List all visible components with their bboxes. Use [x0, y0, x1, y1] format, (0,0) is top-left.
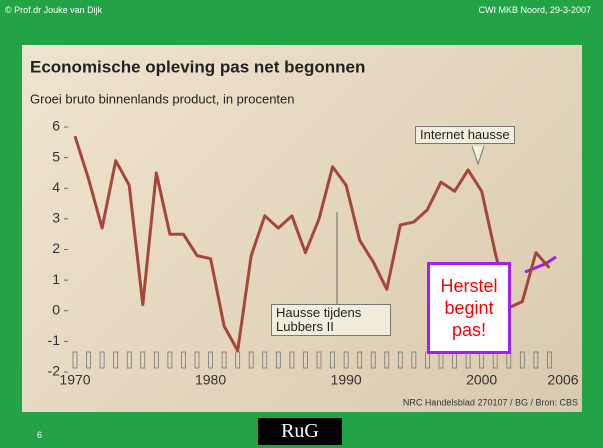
y-tick-label: 2	[52, 240, 60, 256]
annotation-callout: Herstel begint pas!	[427, 262, 511, 354]
x-tick	[290, 352, 294, 368]
x-tick	[439, 352, 443, 368]
x-tick	[358, 352, 362, 368]
x-tick	[114, 352, 118, 368]
x-tick	[303, 352, 307, 368]
y-tick-label: -1	[48, 332, 61, 348]
x-tick	[249, 352, 253, 368]
x-tick	[547, 352, 551, 368]
x-tick	[87, 352, 91, 368]
annotation: Internet hausse	[415, 126, 515, 144]
x-tick	[425, 352, 429, 368]
annotation: Hausse tijdens Lubbers II	[271, 304, 391, 336]
x-tick-label: 1970	[59, 372, 90, 388]
x-tick	[73, 352, 77, 368]
x-tick	[371, 352, 375, 368]
x-tick	[331, 352, 335, 368]
y-tick-label: 3	[52, 210, 60, 226]
x-tick	[385, 352, 389, 368]
x-tick	[412, 352, 416, 368]
x-tick	[507, 352, 511, 368]
x-tick	[222, 352, 226, 368]
x-tick	[276, 352, 280, 368]
y-tick-label: -2	[48, 363, 61, 379]
x-tick	[493, 352, 497, 368]
y-tick-label: 5	[52, 148, 60, 164]
x-tick-label: 2000	[466, 372, 497, 388]
y-tick-label: 1	[52, 271, 60, 287]
x-tick	[181, 352, 185, 368]
x-tick-label: 1990	[331, 372, 362, 388]
x-tick	[209, 352, 213, 368]
x-tick-label: 2006	[547, 372, 578, 388]
x-tick-label: 1980	[195, 372, 226, 388]
x-tick	[520, 352, 524, 368]
x-tick	[141, 352, 145, 368]
x-tick	[263, 352, 267, 368]
x-tick	[127, 352, 131, 368]
logo: RuG	[258, 418, 342, 445]
x-tick	[466, 352, 470, 368]
chart-subtitle: Groei bruto binnenlands product, in proc…	[30, 91, 295, 106]
x-tick	[236, 352, 240, 368]
chart: Economische opleving pas net begonnen Gr…	[0, 0, 603, 448]
x-tick	[317, 352, 321, 368]
x-tick	[534, 352, 538, 368]
y-tick-label: 0	[52, 301, 60, 317]
x-tick	[344, 352, 348, 368]
x-tick	[195, 352, 199, 368]
y-tick-label: 6	[52, 118, 60, 134]
x-tick	[168, 352, 172, 368]
x-tick	[154, 352, 158, 368]
x-tick	[100, 352, 104, 368]
annotation-pointer	[472, 146, 484, 164]
x-tick	[480, 352, 484, 368]
chart-title: Economische opleving pas net begonnen	[30, 57, 365, 76]
y-tick-label: 4	[52, 179, 60, 195]
page-number: 6	[37, 430, 42, 440]
x-tick	[453, 352, 457, 368]
slide: © Prof.dr Jouke van Dijk CWI MKB Noord, …	[0, 0, 603, 448]
source: NRC Handelsblad 270107 / BG / Bron: CBS	[403, 397, 578, 407]
x-tick	[398, 352, 402, 368]
